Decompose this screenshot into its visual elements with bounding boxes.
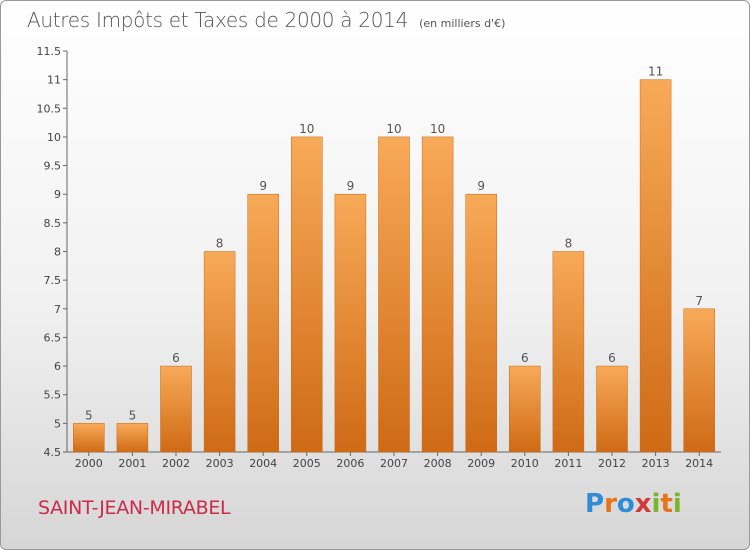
data-label: 10 — [430, 122, 445, 136]
bar-2009 — [465, 193, 497, 453]
y-tick-label: 6 — [54, 360, 61, 373]
bar-2010 — [509, 365, 541, 453]
x-tick-label: 2014 — [685, 457, 713, 470]
y-tick-label: 7 — [54, 303, 61, 316]
y-tick-label: 5.5 — [44, 389, 62, 402]
y-tick-label: 4.5 — [44, 446, 62, 459]
data-label: 7 — [695, 294, 703, 308]
data-label: 6 — [608, 351, 616, 365]
y-tick-label: 5 — [54, 417, 61, 430]
data-label: 9 — [259, 179, 267, 193]
y-tick-label: 9.5 — [44, 160, 62, 173]
data-label: 6 — [521, 351, 529, 365]
x-tick-label: 2011 — [554, 457, 582, 470]
bar-2002 — [160, 365, 192, 453]
x-tick-label: 2001 — [118, 457, 146, 470]
data-label: 9 — [477, 179, 485, 193]
x-tick-label: 2009 — [467, 457, 495, 470]
x-tick-label: 2013 — [642, 457, 670, 470]
bar-2006 — [334, 193, 367, 453]
bar-2012 — [596, 365, 628, 453]
y-tick-label: 11 — [47, 74, 61, 87]
chart-unit: (en milliers d'€) — [419, 17, 506, 30]
axes: 4.5 5 5.5 6 6.5 7 7.5 8 8.5 9 9.5 10 10.5 11 11.5 2000 2… — [37, 45, 721, 470]
bar-2000 — [73, 423, 105, 453]
commune-name: SAINT-JEAN-MIRABEL — [38, 497, 231, 519]
bar-2007 — [378, 136, 410, 453]
logo-letter: i — [672, 489, 682, 519]
data-label: 8 — [216, 237, 224, 251]
chart-title-block: Autres Impôts et Taxes de 2000 à 2014 (e… — [27, 8, 505, 32]
y-tick-label: 7.5 — [44, 274, 62, 287]
data-label: 9 — [347, 179, 355, 193]
x-tick-label: 2004 — [249, 457, 277, 470]
y-tick-label: 10.5 — [37, 102, 62, 115]
y-tick-label: 11.5 — [37, 45, 62, 58]
x-tick-label: 2006 — [336, 457, 364, 470]
data-label: 8 — [565, 237, 573, 251]
data-label: 11 — [648, 65, 663, 79]
x-tick-label: 2007 — [380, 457, 408, 470]
data-label: 5 — [129, 408, 137, 422]
bar-2005 — [291, 136, 323, 453]
data-label: 10 — [386, 122, 401, 136]
bar-2003 — [203, 251, 236, 453]
bar-2008 — [421, 136, 454, 453]
x-tick-label: 2005 — [293, 457, 321, 470]
bar-2001 — [116, 423, 149, 453]
x-tick-label: 2002 — [162, 457, 190, 470]
bars — [73, 79, 715, 453]
y-tick-label: 8 — [54, 246, 61, 259]
y-tick-label: 10 — [47, 131, 61, 144]
data-label: 6 — [172, 351, 180, 365]
value-labels: 5 5 6 8 9 10 9 10 10 9 6 8 6 11 7 — [85, 65, 703, 423]
logo-letter: o — [616, 489, 635, 519]
x-tick-label: 2010 — [511, 457, 539, 470]
y-tick-label: 9 — [54, 188, 61, 201]
x-tick-label: 2003 — [206, 457, 234, 470]
y-tick-label: 8.5 — [44, 217, 62, 230]
logo-letter: x — [634, 489, 652, 519]
bar-2014 — [683, 308, 715, 453]
logo-letter: t — [660, 489, 673, 519]
proxiti-logo: Proxiti — [585, 489, 682, 519]
logo-letter: r — [604, 489, 617, 519]
x-tick-label: 2012 — [598, 457, 626, 470]
x-tick-label: 2000 — [75, 457, 103, 470]
chart-title: Autres Impôts et Taxes de 2000 à 2014 — [27, 8, 408, 32]
logo-letter: P — [585, 489, 605, 519]
x-tick-label: 2008 — [424, 457, 452, 470]
bar-2013 — [639, 79, 672, 453]
y-tick-label: 6.5 — [44, 331, 62, 344]
logo-letter: i — [651, 489, 661, 519]
data-label: 10 — [299, 122, 314, 136]
data-label: 5 — [85, 408, 93, 422]
bar-2004 — [247, 193, 279, 453]
bar-2011 — [552, 251, 585, 453]
